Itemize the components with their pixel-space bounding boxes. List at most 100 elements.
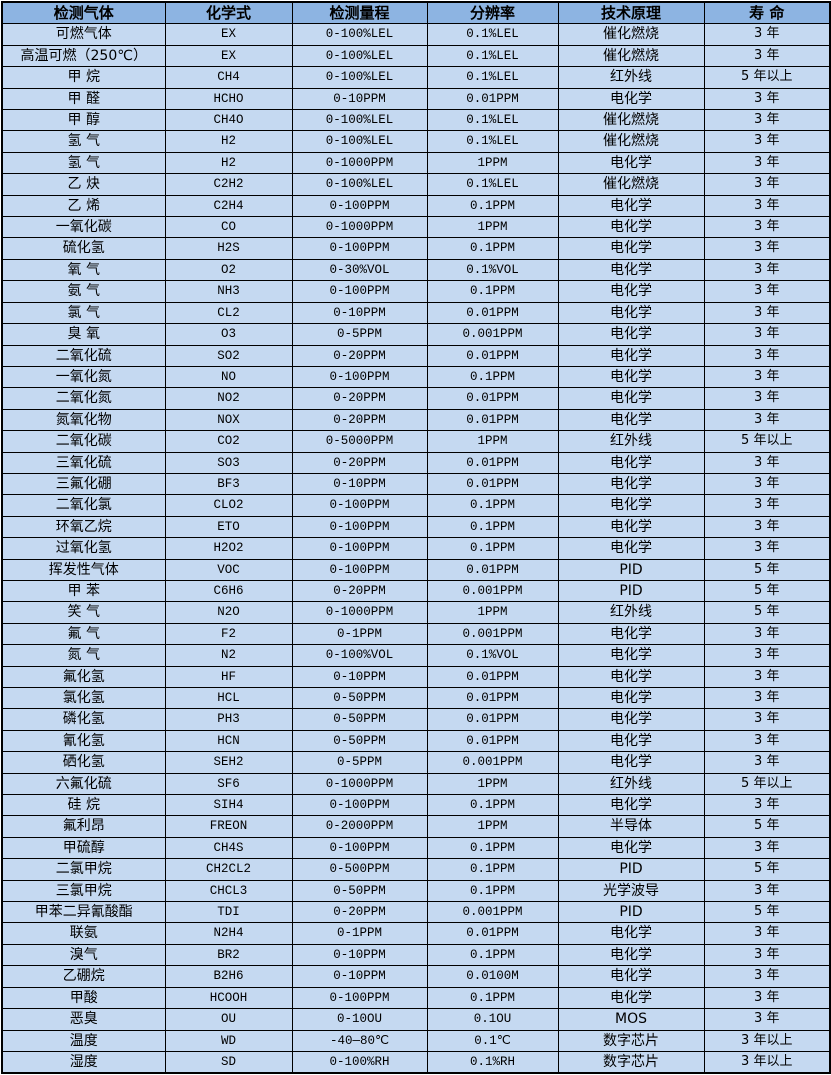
cell-technical-principle: 电化学 [557,922,705,945]
table-row: 笑 气 N2O 0-1000PPM 1PPM 红外线 5 年 [1,601,831,624]
cell-technical-principle: 电化学 [557,237,705,260]
cell-lifespan: 3 年 [703,87,831,111]
cell-detection-range: 0-1000PPM [291,151,428,175]
cell-gas-name: 二氧化碳 [1,430,166,453]
table-row: 氯 气 CL2 0-10PPM 0.01PPM 电化学 3 年 [1,301,831,325]
cell-lifespan: 3 年 [703,130,831,153]
cell-technical-principle: 半导体 [557,815,705,838]
cell-chemical-formula: CO [164,216,293,239]
cell-chemical-formula: NH3 [164,280,293,303]
cell-chemical-formula: WD [164,1029,293,1052]
cell-technical-principle: 电化学 [557,301,705,325]
cell-lifespan: 3 年 [703,751,831,774]
cell-chemical-formula: HCL [164,686,293,710]
cell-detection-range: 0-100%VOL [291,644,428,667]
cell-gas-name: 笑 气 [1,601,166,624]
cell-chemical-formula: HCOOH [164,986,293,1010]
table-row: 乙 炔 C2H2 0-100%LEL 0.1%LEL 催化燃烧 3 年 [1,173,831,196]
table-row: 硅 烷 SIH4 0-100PPM 0.1PPM 电化学 3 年 [1,794,831,817]
cell-resolution: 0.1%VOL [426,258,559,282]
cell-detection-range: 0-20PPM [291,451,428,474]
cell-resolution: 0.1PPM [426,943,559,967]
cell-chemical-formula: F2 [164,622,293,646]
cell-gas-name: 二氧化氮 [1,387,166,410]
cell-chemical-formula: EX [164,23,293,46]
cell-lifespan: 5 年以上 [703,66,831,89]
cell-technical-principle: 电化学 [557,387,705,410]
cell-gas-name: 硅 烷 [1,794,166,817]
cell-chemical-formula: NOX [164,408,293,432]
cell-detection-range: 0-20PPM [291,579,428,603]
cell-chemical-formula: C6H6 [164,579,293,603]
cell-technical-principle: 数字芯片 [557,1029,705,1052]
cell-gas-name: 氮 气 [1,644,166,667]
table-row: 硫化氢 H2S 0-100PPM 0.1PPM 电化学 3 年 [1,237,831,260]
cell-technical-principle: 电化学 [557,451,705,474]
cell-resolution: 1PPM [426,430,559,453]
table-row: 温度 WD -40—80℃ 0.1℃ 数字芯片 3 年以上 [1,1029,831,1052]
cell-detection-range: 0-100PPM [291,836,428,860]
cell-chemical-formula: O3 [164,323,293,346]
cell-gas-name: 氧 气 [1,258,166,282]
cell-gas-name: 恶臭 [1,1008,166,1031]
cell-resolution: 0.1%LEL [426,44,559,68]
cell-gas-name: 氢 气 [1,130,166,153]
cell-lifespan: 3 年 [703,323,831,346]
cell-lifespan: 3 年 [703,965,831,988]
table-row: 六氟化硫 SF6 0-1000PPM 1PPM 红外线 5 年以上 [1,772,831,796]
cell-technical-principle: 电化学 [557,943,705,967]
cell-detection-range: 0-10OU [291,1008,428,1031]
cell-gas-name: 乙 烯 [1,194,166,218]
cell-gas-name: 二氯甲烷 [1,858,166,881]
cell-chemical-formula: HCN [164,729,293,753]
cell-detection-range: 0-100PPM [291,986,428,1010]
cell-detection-range: 0-20PPM [291,387,428,410]
cell-lifespan: 5 年 [703,558,831,581]
cell-detection-range: 0-50PPM [291,686,428,710]
cell-technical-principle: 数字芯片 [557,1050,705,1074]
cell-chemical-formula: CH4O [164,109,293,132]
cell-lifespan: 3 年 [703,280,831,303]
table-row: 挥发性气体 VOC 0-100PPM 0.01PPM PID 5 年 [1,558,831,581]
cell-gas-name: 乙 炔 [1,173,166,196]
cell-technical-principle: PID [557,858,705,881]
cell-gas-name: 氟化氢 [1,665,166,689]
cell-technical-principle: 电化学 [557,665,705,689]
cell-chemical-formula: CH2CL2 [164,858,293,881]
cell-technical-principle: 催化燃烧 [557,130,705,153]
cell-resolution: 0.01PPM [426,87,559,111]
cell-detection-range: 0-2000PPM [291,815,428,838]
cell-lifespan: 3 年 [703,344,831,367]
cell-technical-principle: 电化学 [557,344,705,367]
cell-lifespan: 3 年 [703,301,831,325]
cell-technical-principle: 红外线 [557,430,705,453]
cell-chemical-formula: SO3 [164,451,293,474]
cell-gas-name: 氨 气 [1,280,166,303]
cell-resolution: 0.01PPM [426,558,559,581]
cell-gas-name: 高温可燃（250℃） [1,44,166,68]
table-row: 甲 醛 HCHO 0-10PPM 0.01PPM 电化学 3 年 [1,87,831,111]
cell-technical-principle: 电化学 [557,280,705,303]
cell-chemical-formula: SF6 [164,772,293,796]
cell-detection-range: 0-50PPM [291,708,428,731]
cell-resolution: 0.001PPM [426,751,559,774]
cell-gas-name: 六氟化硫 [1,772,166,796]
cell-resolution: 0.1PPM [426,280,559,303]
cell-chemical-formula: HCHO [164,87,293,111]
table-row: 联氨 N2H4 0-1PPM 0.01PPM 电化学 3 年 [1,922,831,945]
cell-technical-principle: 催化燃烧 [557,23,705,46]
cell-gas-name: 过氧化氢 [1,537,166,560]
cell-resolution: 0.001PPM [426,323,559,346]
cell-resolution: 0.01PPM [426,344,559,367]
cell-technical-principle: 电化学 [557,494,705,517]
cell-gas-name: 硫化氢 [1,237,166,260]
cell-lifespan: 5 年 [703,815,831,838]
cell-lifespan: 3 年 [703,1008,831,1031]
table-row: 三氟化硼 BF3 0-10PPM 0.01PPM 电化学 3 年 [1,472,831,496]
cell-detection-range: 0-500PPM [291,858,428,881]
table-row: 环氧乙烷 ETO 0-100PPM 0.1PPM 电化学 3 年 [1,515,831,539]
cell-lifespan: 3 年 [703,537,831,560]
cell-chemical-formula: H2 [164,151,293,175]
cell-detection-range: 0-10PPM [291,87,428,111]
cell-technical-principle: 电化学 [557,408,705,432]
